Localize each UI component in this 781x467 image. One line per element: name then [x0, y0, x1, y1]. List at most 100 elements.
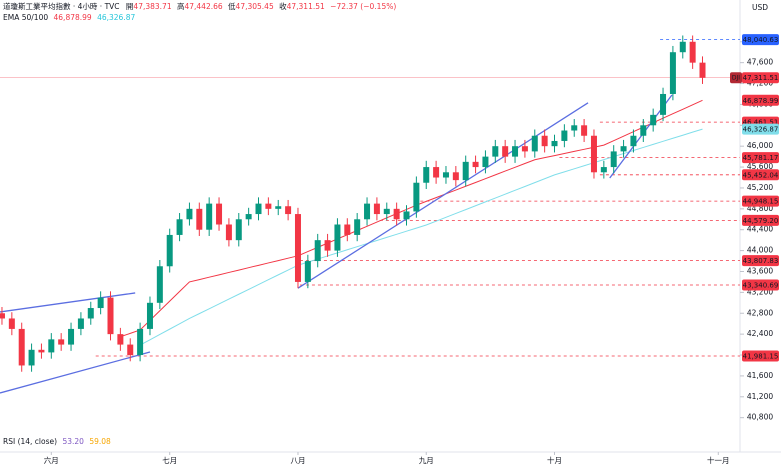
rsi-value: 53.20: [62, 437, 84, 446]
candle-body: [393, 208, 400, 220]
candle-body: [660, 93, 667, 115]
price-tag: [742, 72, 779, 84]
candle-body: [117, 334, 124, 345]
candle-body: [423, 167, 430, 183]
symbol-tag: [730, 72, 742, 84]
candle-body: [433, 167, 440, 178]
ohlc-value: 47,383.71: [133, 2, 171, 11]
price-tag: [742, 94, 779, 106]
price-tag-label: 44,579.20: [743, 217, 779, 225]
y-tick-label: 44,000: [747, 246, 773, 255]
candle-body: [551, 140, 558, 147]
candle-body: [679, 41, 686, 53]
candle-body: [97, 297, 104, 309]
price-tag: [742, 34, 779, 46]
candle-body: [18, 328, 25, 366]
candle-body: [630, 135, 637, 147]
candle-body: [541, 135, 548, 147]
price-tag-label: 45,452.04: [743, 171, 779, 179]
candle-body: [48, 339, 55, 353]
price-tag-label: 48,040.63: [743, 36, 779, 44]
ema-line: [139, 128, 703, 346]
price-tag: [742, 169, 779, 181]
ohlc-label: 開: [126, 2, 134, 11]
candle-body: [669, 52, 676, 94]
candle-body: [206, 203, 213, 230]
ema-label: EMA 50/100: [3, 13, 48, 22]
ohlc-label: 收: [279, 1, 287, 11]
candle-body: [285, 206, 292, 215]
x-tick-label: 七月: [162, 456, 177, 465]
price-tag: [742, 214, 779, 226]
candle-body: [176, 219, 183, 235]
candle-body: [324, 240, 331, 251]
candle-body: [77, 318, 84, 329]
candle-body: [235, 219, 242, 241]
price-tag-label: 43,340.69: [743, 282, 779, 290]
candle-body: [561, 130, 568, 141]
ohlc-value: 47,311.51: [287, 2, 325, 11]
candle-body: [413, 182, 420, 212]
currency: USD: [752, 3, 768, 12]
candle-body: [127, 344, 134, 356]
x-tick-label: 六月: [44, 455, 59, 465]
y-tick-label: 40,800: [747, 413, 773, 422]
candle-body: [344, 224, 351, 235]
y-tick-label: 41,600: [747, 371, 773, 380]
candle-body: [620, 146, 627, 152]
candle-body: [354, 219, 361, 235]
candle-body: [689, 41, 696, 63]
candle-body: [699, 62, 706, 78]
y-tick-label: 44,800: [747, 204, 773, 213]
price-tag-label: 46,326.87: [743, 126, 779, 134]
candle-body: [521, 146, 528, 152]
price-tag-label: 46,461.51: [743, 119, 779, 127]
candle-body: [255, 203, 262, 215]
x-tick-label: 十月: [547, 455, 562, 465]
price-tag-label: 43,807.83: [743, 257, 779, 265]
ema-legend: EMA 50/100 46,878.99 46,326.87: [3, 13, 135, 22]
candle-body: [383, 208, 390, 215]
trendline: [297, 102, 589, 289]
price-tag-label: 47,311.51: [743, 74, 779, 82]
candle-body: [8, 318, 15, 329]
y-tick-label: 42,800: [747, 308, 773, 317]
candle-body: [216, 203, 223, 225]
candle-body: [492, 146, 499, 157]
y-tick-label: 42,400: [747, 329, 773, 338]
candle-body: [146, 302, 153, 329]
candle-body: [600, 167, 607, 173]
candle-body: [107, 297, 114, 335]
candle-body: [364, 203, 371, 220]
ema-value: 46,878.99: [54, 13, 92, 22]
ema-line: [120, 99, 703, 338]
candle-body: [373, 203, 380, 215]
rsi-value: 59.08: [89, 437, 111, 446]
ohlc-label: 高: [177, 1, 185, 11]
candle-body: [640, 125, 647, 136]
price-tag-label: 45,781.17: [743, 154, 779, 162]
candle-body: [472, 161, 479, 168]
candle-body: [304, 261, 311, 282]
y-tick-label: 45,600: [747, 162, 773, 171]
candle-body: [137, 328, 144, 356]
ohlc-value: 47,442.66: [184, 2, 222, 11]
ohlc-value: 47,305.45: [236, 2, 274, 11]
x-tick-label: 十一月: [707, 455, 730, 465]
candle-body: [482, 156, 489, 168]
candle-body: [502, 146, 509, 157]
candle-body: [314, 240, 321, 262]
candle-body: [610, 151, 617, 168]
candle-body: [156, 266, 163, 303]
candle-body: [38, 349, 45, 353]
y-tick-label: 47,600: [747, 58, 773, 67]
candle-body: [275, 206, 282, 209]
candle-body: [531, 135, 538, 152]
candle-body: [87, 308, 94, 319]
legend-line: 道瓊斯工業平均指數 · 4小時 · TVC 開47,383.71 高47,442…: [3, 1, 396, 11]
candle-body: [166, 234, 173, 267]
price-tag: [742, 152, 779, 164]
candle-body: [571, 125, 578, 131]
